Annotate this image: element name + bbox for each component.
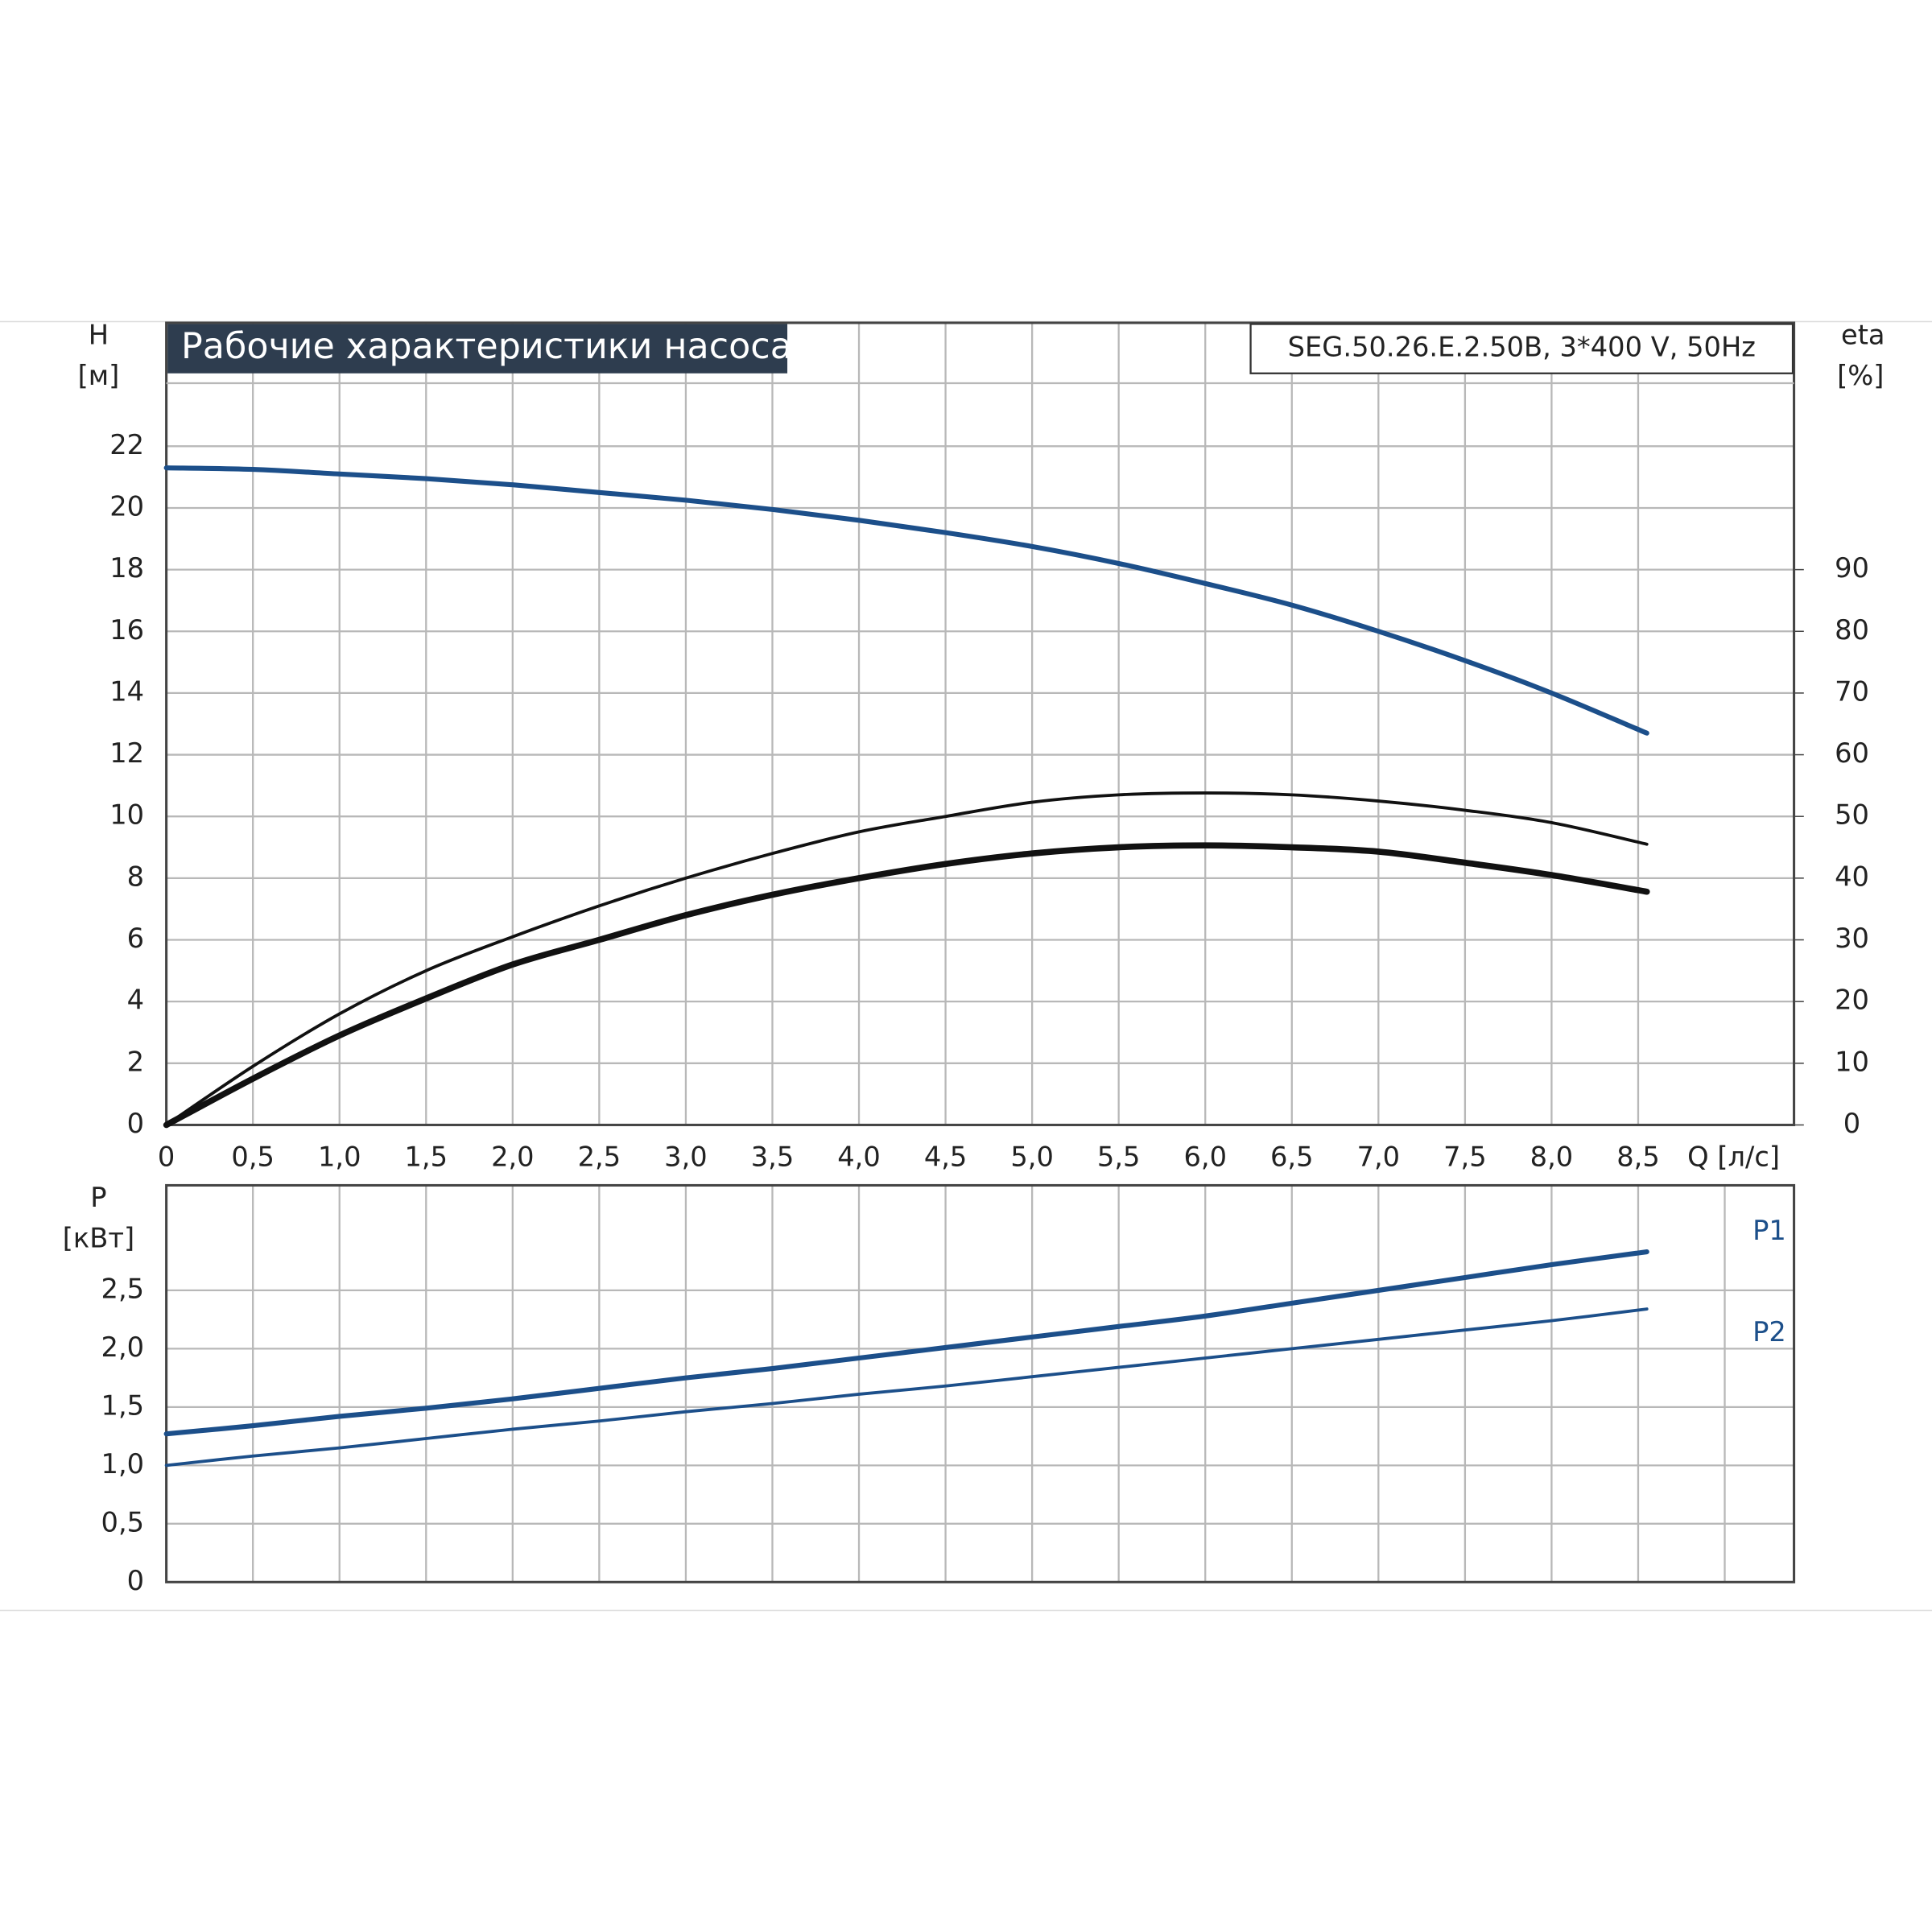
chart-title: Рабочие характеристики насоса <box>181 326 792 367</box>
model-box <box>1249 323 1794 374</box>
x-tick-label: 6,5 <box>1270 1141 1314 1172</box>
y-tick-label: 1,0 <box>101 1448 145 1480</box>
x-tick-label: 8,5 <box>1616 1141 1660 1172</box>
x-tick-label: 7,5 <box>1443 1141 1487 1172</box>
line-series <box>164 1307 1649 1468</box>
series-label: P1 <box>1752 1215 1786 1246</box>
x-axis-label: Q [л/с] <box>1687 1141 1780 1172</box>
x-tick-label: 0,5 <box>231 1141 275 1172</box>
plots: 0 0,5 1,0 1,5 2,0 2,5 3,0 3,5 4,0 4,5 5,0 5,5 6,0 6,5… <box>63 319 1885 1596</box>
y-tick-label: 6 <box>127 923 144 954</box>
y-axis-label: P <box>90 1182 106 1213</box>
y2-axis-unit: [%] <box>1837 360 1884 391</box>
y-axis-label: H <box>89 319 109 350</box>
x-tick-label: 7,0 <box>1357 1141 1401 1172</box>
line-series <box>163 465 1649 736</box>
x-tick-label: 5,0 <box>1010 1141 1054 1172</box>
y-tick-label: 20 <box>109 490 144 522</box>
y-tick-label: 0 <box>127 1565 144 1596</box>
x-tick-label: 4,5 <box>924 1141 968 1172</box>
y2-tick-label: 60 <box>1835 737 1869 769</box>
y2-tick-label: 30 <box>1835 923 1869 954</box>
x-tick-label: 3,5 <box>751 1141 795 1172</box>
y-tick-label: 12 <box>109 737 144 769</box>
y2-tick-label: 90 <box>1835 552 1869 584</box>
line-series <box>163 1249 1649 1437</box>
y2-tick-label: 20 <box>1835 985 1869 1016</box>
y-tick-label: 2,0 <box>101 1331 145 1363</box>
y-tick-label: 1,5 <box>101 1389 145 1421</box>
plot-frame <box>165 321 1796 1126</box>
x-tick-label: 1,5 <box>405 1141 448 1172</box>
y-tick-label: 4 <box>127 985 144 1016</box>
plot-frame <box>165 1183 1796 1583</box>
x-tick-label: 5,5 <box>1097 1141 1141 1172</box>
x-tick-label: 3,0 <box>664 1141 708 1172</box>
y-axis-unit: [кВт] <box>63 1222 134 1253</box>
y2-tick-label: 50 <box>1835 799 1869 831</box>
x-tick-label: 1,0 <box>318 1141 361 1172</box>
title-box <box>167 324 788 374</box>
x-tick-label: 4,0 <box>837 1141 881 1172</box>
y-tick-label: 8 <box>127 861 144 892</box>
y-tick-label: 16 <box>109 614 144 646</box>
y2-tick-label: 0 <box>1843 1108 1860 1139</box>
y2-tick-label: 10 <box>1835 1046 1869 1077</box>
x-tick-label: 2,5 <box>578 1141 621 1172</box>
y2-axis-label: eta <box>1841 319 1885 350</box>
y-tick-label: 10 <box>109 799 144 831</box>
series-label: P2 <box>1752 1316 1786 1348</box>
line-series <box>164 791 1649 1127</box>
y-axis-unit: [м] <box>78 360 120 391</box>
chart-subtitle: SEG.50.26.E.2.50B, 3*400 V, 50Hz <box>1288 332 1756 363</box>
x-tick-label: 0 <box>158 1141 175 1172</box>
y-tick-label: 2 <box>127 1046 144 1077</box>
y-tick-label: 22 <box>109 429 144 460</box>
y2-tick-label: 70 <box>1835 675 1869 707</box>
x-tick-label: 6,0 <box>1183 1141 1227 1172</box>
y-tick-label: 0 <box>127 1108 144 1139</box>
y-tick-label: 18 <box>109 552 144 584</box>
x-tick-label: 2,0 <box>491 1141 535 1172</box>
y-tick-label: 14 <box>109 675 144 707</box>
y-tick-label: 2,5 <box>101 1273 145 1304</box>
x-tick-label: 8,0 <box>1530 1141 1574 1172</box>
line-series <box>163 842 1650 1129</box>
y2-tick-label: 80 <box>1835 614 1869 646</box>
y-tick-label: 0,5 <box>101 1506 145 1538</box>
y2-tick-label: 40 <box>1835 861 1869 892</box>
